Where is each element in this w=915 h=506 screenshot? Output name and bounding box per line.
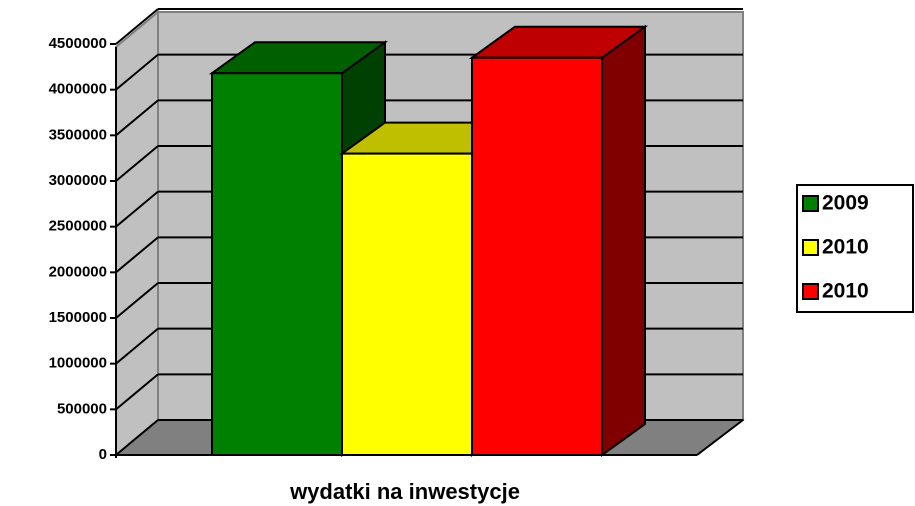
grid-line [115,419,159,456]
grid-line [115,236,159,274]
bar [471,56,603,456]
y-tick-label: 4500000 [49,35,107,52]
y-tick-label: 0 [99,446,107,463]
legend-entries: 2009 2010 2010 [802,192,869,303]
grid-line [115,282,159,319]
y-tick-label: 4000000 [49,81,107,98]
legend-swatch [802,195,819,212]
y-tick-label: 500000 [57,400,107,417]
grid-line [115,8,159,45]
bars [208,24,649,457]
y-tick-label: 1000000 [49,355,107,372]
bar-side [601,24,646,457]
y-tick-label: 1500000 [49,309,107,326]
legend-label: 2010 [822,280,869,303]
grid-line [115,99,159,137]
bar [341,152,473,456]
y-tick-label: 3000000 [49,172,107,189]
legend-label: 2009 [822,192,869,215]
side-wall [115,9,159,458]
bar [211,72,343,457]
grid-line [115,53,159,91]
y-tick-label: 2500000 [49,218,107,235]
grid-line [115,327,159,365]
grid-line [115,373,159,411]
y-tick-label: 2000000 [49,263,107,280]
y-tick-label: 3500000 [49,126,107,143]
grid-line [115,190,159,228]
legend-swatch [802,283,819,300]
floor-edge [696,419,744,456]
legend-swatch [802,239,819,256]
x-category-label: wydatki na inwestycje [289,479,520,504]
legend-label: 2010 [822,236,869,259]
grid-line [115,145,159,182]
